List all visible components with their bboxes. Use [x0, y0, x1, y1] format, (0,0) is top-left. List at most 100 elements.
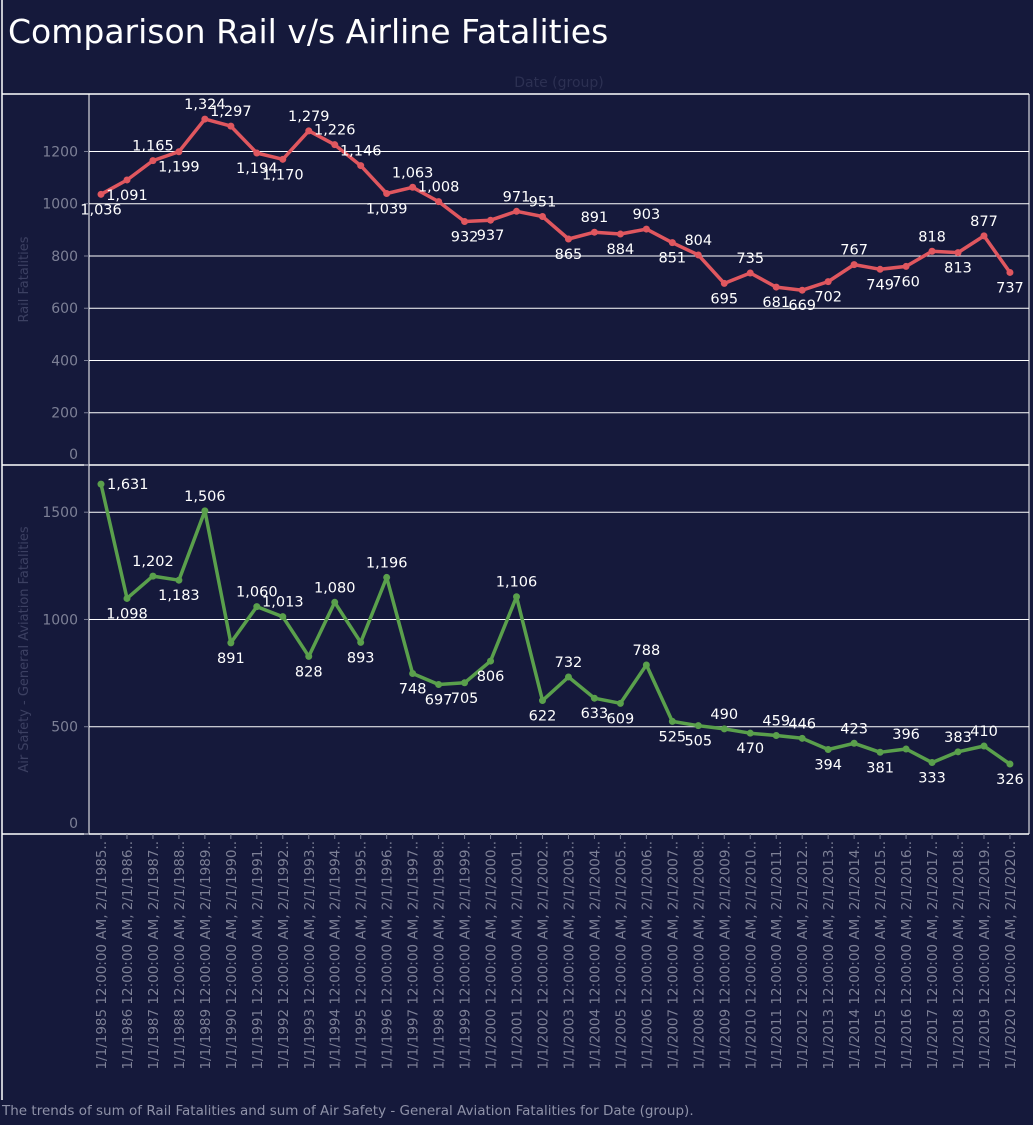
data-label: 1,506: [184, 489, 226, 505]
data-label: 903: [633, 207, 661, 223]
x-tick-label: 1/1/1986 12:00:00 AM, 2/1/1986..: [120, 841, 136, 1070]
data-label: 681: [762, 295, 790, 311]
data-point: [928, 759, 936, 767]
data-label: 748: [399, 682, 427, 698]
x-tick-label: 1/1/2001 12:00:00 AM, 2/1/2001..: [510, 841, 526, 1070]
data-label: 1,202: [132, 554, 174, 570]
data-label: 1,324: [184, 97, 226, 113]
data-label: 865: [555, 247, 583, 263]
data-point: [902, 262, 910, 270]
data-label: 737: [996, 280, 1024, 296]
x-tick-label: 1/1/2000 12:00:00 AM, 2/1/2000..: [484, 841, 500, 1070]
data-point: [97, 480, 105, 488]
data-point: [305, 127, 313, 135]
data-point: [928, 247, 936, 255]
data-label: 394: [814, 757, 842, 773]
x-tick-label: 1/1/2006 12:00:00 AM, 2/1/2006..: [639, 841, 655, 1070]
x-tick-label: 1/1/1993 12:00:00 AM, 2/1/1993..: [302, 841, 318, 1070]
x-tick-label: 1/1/2016 12:00:00 AM, 2/1/2016..: [899, 841, 915, 1070]
data-label: 459: [762, 714, 790, 730]
data-label: 1,199: [158, 160, 200, 176]
data-label: 1,226: [314, 123, 356, 139]
data-point: [513, 593, 521, 601]
data-point: [149, 572, 157, 580]
data-point: [409, 183, 417, 191]
x-tick-label: 1/1/1989 12:00:00 AM, 2/1/1989..: [198, 841, 214, 1070]
data-label: 695: [710, 291, 738, 307]
data-point: [227, 639, 235, 647]
x-tick-label: 1/1/2014 12:00:00 AM, 2/1/2014..: [847, 841, 863, 1070]
data-point: [538, 213, 546, 221]
data-label: 697: [425, 692, 453, 708]
data-point: [980, 742, 988, 750]
data-point: [201, 507, 209, 515]
x-tick-label: 1/1/2009 12:00:00 AM, 2/1/2009..: [717, 841, 733, 1070]
data-label: 937: [477, 228, 505, 244]
data-label: 1,008: [418, 180, 460, 196]
data-label: 1,091: [106, 188, 148, 204]
data-point: [590, 694, 598, 702]
data-point: [253, 149, 261, 157]
data-point: [331, 141, 339, 149]
data-label: 971: [503, 189, 531, 205]
x-tick-label: 1/1/2015 12:00:00 AM, 2/1/2015..: [873, 841, 889, 1070]
data-point: [850, 261, 858, 269]
x-tick-label: 1/1/2007 12:00:00 AM, 2/1/2007..: [665, 841, 681, 1070]
x-tick-label: 1/1/1992 12:00:00 AM, 2/1/1992..: [276, 841, 292, 1070]
data-point: [720, 279, 728, 287]
data-label: 1,080: [314, 580, 356, 596]
x-tick-label: 1/1/2018 12:00:00 AM, 2/1/2018..: [951, 841, 967, 1070]
data-point: [409, 670, 417, 678]
data-label: 1,631: [107, 477, 149, 493]
x-tick-label: 1/1/1987 12:00:00 AM, 2/1/1987..: [146, 841, 162, 1070]
data-point: [798, 286, 806, 294]
data-label: 1,183: [158, 588, 200, 604]
y-tick-label: 0: [69, 816, 78, 832]
data-point: [97, 190, 105, 198]
data-point: [538, 697, 546, 705]
data-point: [487, 216, 495, 224]
data-point: [435, 680, 443, 688]
data-point: [824, 278, 832, 286]
data-label: 633: [581, 706, 609, 722]
data-label: 804: [684, 233, 712, 249]
x-tick-label: 1/1/1991 12:00:00 AM, 2/1/1991..: [250, 841, 266, 1070]
data-label: 767: [840, 243, 868, 259]
data-point: [123, 176, 131, 184]
data-label: 1,013: [262, 595, 304, 611]
data-point: [772, 732, 780, 740]
y-tick-label: 1000: [42, 197, 78, 213]
x-tick-label: 1/1/2010 12:00:00 AM, 2/1/2010..: [743, 841, 759, 1070]
data-point: [383, 573, 391, 581]
y-tick-label: 400: [51, 353, 78, 369]
data-label: 490: [710, 707, 738, 723]
data-point: [305, 652, 313, 660]
data-point: [590, 228, 598, 236]
y-axis-title: Rail Fatalities: [17, 236, 32, 322]
data-point: [357, 638, 365, 646]
data-point: [746, 269, 754, 277]
data-point: [175, 576, 183, 584]
x-tick-label: 1/1/1990 12:00:00 AM, 2/1/1990..: [224, 841, 240, 1070]
data-label: 1,060: [236, 585, 278, 601]
chart-title: Comparison Rail v/s Airline Fatalities: [8, 12, 609, 51]
data-label: 891: [581, 210, 609, 226]
data-label: 423: [840, 721, 868, 737]
series-line: [99, 483, 1011, 766]
y-tick-label: 1200: [42, 144, 78, 160]
x-tick-label: 1/1/2008 12:00:00 AM, 2/1/2008..: [691, 841, 707, 1070]
y-tick-label: 800: [51, 249, 78, 265]
data-point: [487, 657, 495, 665]
data-label: 749: [866, 277, 894, 293]
data-point: [1006, 760, 1014, 768]
data-label: 1,297: [210, 104, 252, 120]
data-label: 788: [633, 643, 661, 659]
data-label: 884: [607, 242, 635, 258]
x-tick-label: 1/1/2019 12:00:00 AM, 2/1/2019..: [977, 841, 993, 1070]
data-point: [668, 239, 676, 247]
data-label: 851: [658, 251, 686, 267]
y-tick-label: 500: [51, 720, 78, 736]
data-point: [616, 699, 624, 707]
data-point: [435, 198, 443, 206]
data-label: 818: [918, 229, 946, 245]
